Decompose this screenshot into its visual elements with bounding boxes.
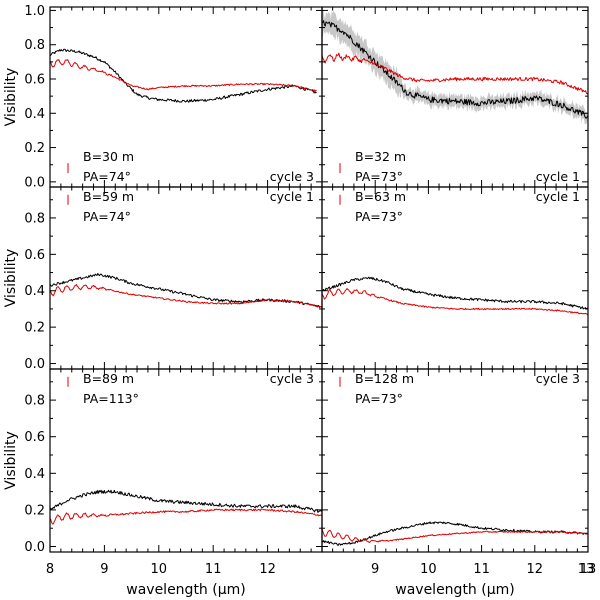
x-tick-label: 8 (46, 562, 54, 577)
y-axis-title: Visibility (3, 68, 19, 127)
position-angle-label: PA=74° (83, 169, 131, 184)
y-tick-label: 0.0 (24, 175, 45, 190)
y-tick-label: 0.8 (24, 211, 45, 226)
y-tick-label: 0.0 (24, 540, 45, 555)
cycle-label: cycle 1 (536, 169, 580, 184)
frame-layer (49, 6, 589, 553)
baseline-label: B=128 m (355, 371, 414, 386)
y-tick-label: 0.8 (24, 394, 45, 409)
y-tick-label: 0.6 (24, 73, 45, 88)
y-tick-label: 0.2 (24, 321, 45, 336)
y-tick-label: 0.2 (24, 503, 45, 518)
observed-line-panel-3 (50, 273, 322, 308)
baseline-label: B=30 m (83, 149, 134, 164)
x-tick-label: 13 (578, 562, 595, 577)
x-tick-label: 11 (473, 562, 490, 577)
observed-line-panel-5 (50, 489, 322, 513)
model-line-panel-1 (50, 59, 317, 92)
panel-2 (322, 8, 588, 174)
y-axis-title: Visibility (3, 249, 19, 308)
position-angle-label: PA=73° (355, 169, 403, 184)
model-line-panel-2 (322, 52, 588, 95)
y-tick-label: 0.8 (24, 38, 45, 53)
y-axis-title: Visibility (3, 431, 19, 490)
position-angle-label: PA=74° (83, 209, 131, 224)
x-tick-label: 10 (420, 562, 437, 577)
text-layer: 0.0 0.2 0.4 0.6 0.8 1.0 B=30 m PA=74° cycle 3 Vis… (3, 4, 596, 598)
observed-line-panel-1 (50, 48, 317, 103)
position-angle-label: PA=113° (83, 391, 139, 406)
panel-1 (50, 48, 317, 174)
baseline-label: B=89 m (83, 371, 134, 386)
panel-3 (50, 194, 322, 309)
y-tick-label: 0.4 (24, 467, 45, 482)
y-tick-label: 0.4 (24, 107, 45, 122)
model-line-panel-5 (50, 508, 322, 525)
baseline-label: B=32 m (355, 149, 406, 164)
position-angle-label: PA=73° (355, 391, 403, 406)
x-tick-label: 13 (580, 562, 597, 577)
x-tick-label: 9 (100, 562, 108, 577)
cycle-label: cycle 1 (270, 189, 314, 204)
x-tick-label: 11 (205, 562, 222, 577)
error-band-panel-2 (322, 8, 588, 125)
panel-5 (50, 376, 322, 525)
model-line-panel-6 (322, 528, 588, 543)
x-tick-label: 9 (371, 562, 379, 577)
panels-layer (50, 8, 588, 546)
x-tick-label: 12 (527, 562, 544, 577)
cycle-label: cycle 3 (536, 371, 580, 386)
y-tick-label: 0.6 (24, 430, 45, 445)
y-tick-label: 0.4 (24, 284, 45, 299)
y-tick-label: 0.2 (24, 141, 45, 156)
baseline-label: B=63 m (355, 189, 406, 204)
model-line-panel-4 (322, 288, 588, 315)
y-tick-label: 0.6 (24, 248, 45, 263)
observed-line-panel-4 (322, 276, 588, 310)
panel-4 (322, 194, 588, 315)
cycle-label: cycle 3 (270, 371, 314, 386)
baseline-label: B=59 m (83, 189, 134, 204)
position-angle-label: PA=73° (355, 209, 403, 224)
observed-line-panel-2 (322, 20, 588, 119)
panel-6 (322, 376, 588, 546)
x-tick-label: 10 (151, 562, 168, 577)
y-tick-label: 0.0 (24, 357, 45, 372)
cycle-label: cycle 1 (536, 189, 580, 204)
x-tick-label: 12 (259, 562, 276, 577)
x-axis-title: wavelength (μm) (395, 582, 514, 598)
x-axis-title: wavelength (μm) (126, 582, 245, 598)
panel-frame (321, 368, 589, 553)
model-line-panel-3 (50, 284, 322, 309)
cycle-label: cycle 3 (270, 169, 314, 184)
y-tick-label: 1.0 (24, 4, 45, 19)
